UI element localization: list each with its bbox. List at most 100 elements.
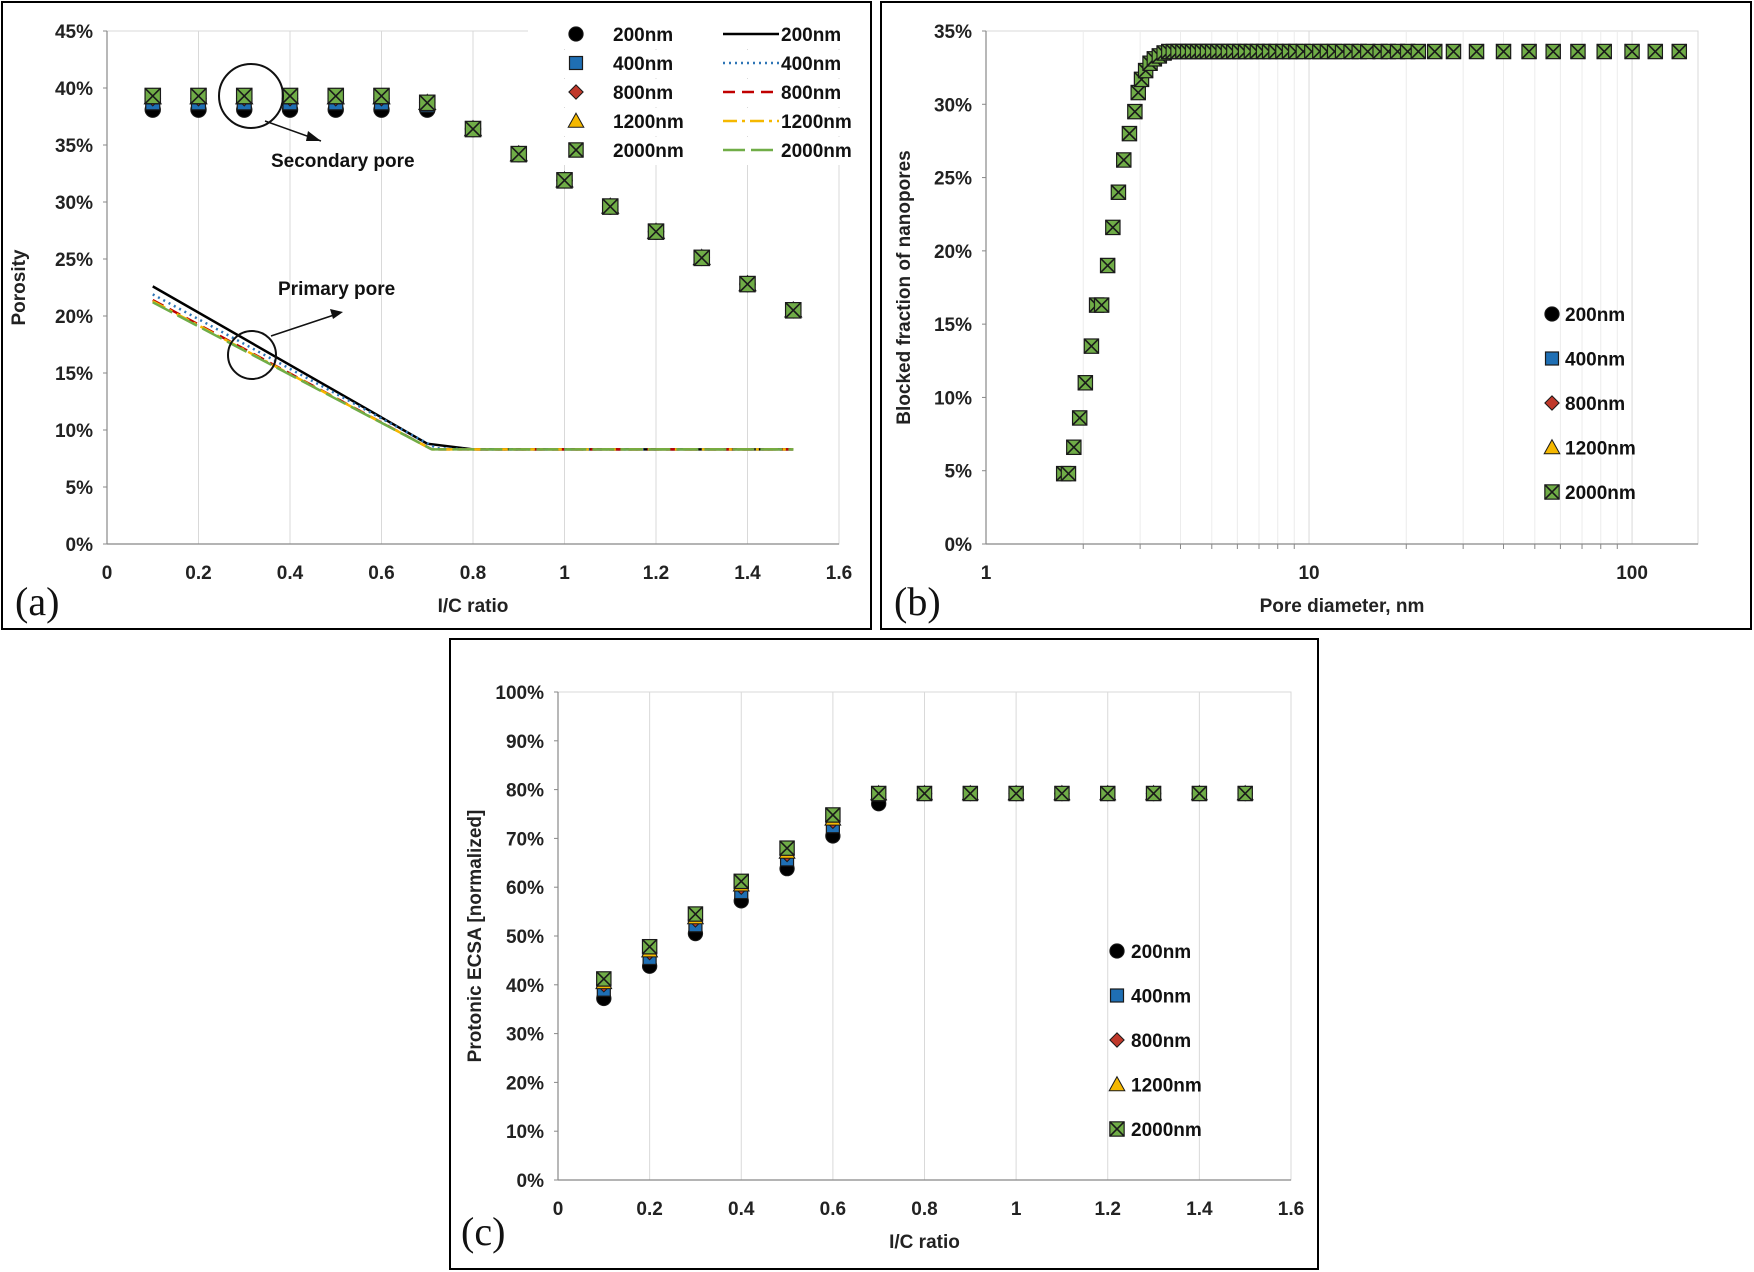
y-tick-label-20-: 20% (55, 307, 93, 328)
point-2000nm (641, 938, 658, 955)
x-tick-label-1-6: 1.6 (1278, 1199, 1304, 1220)
point-2000nm (373, 87, 390, 105)
primary-pore-arrow (270, 312, 341, 337)
y-tick-label-35-: 35% (934, 22, 972, 43)
secondary-pore-circle (218, 63, 284, 129)
point-2000nm (784, 302, 802, 319)
legend-label-200nm: 200nm (1131, 942, 1191, 963)
point-2000nm (1116, 152, 1132, 168)
point-2000nm (190, 87, 207, 105)
point-2000nm (1071, 410, 1088, 426)
line-series-2000nm (152, 301, 794, 451)
point-2000nm (1099, 785, 1116, 802)
legend-marker-2000nm (1109, 1121, 1125, 1137)
point-2000nm (1083, 338, 1100, 354)
x-tick-label-0: 0 (553, 1199, 564, 1220)
x-tick-label-100: 100 (1616, 563, 1648, 584)
legend-label-400nm: 400nm (1565, 350, 1625, 371)
point-2000nm (1647, 43, 1664, 60)
legend-label-400nm: 400nm (613, 54, 673, 75)
legend-label-200nm: 200nm (613, 25, 673, 46)
point-2000nm (281, 87, 299, 105)
secondary-pore-arrowhead (306, 131, 321, 141)
y-tick-label-15-: 15% (55, 364, 93, 385)
legend-label-800nm: 800nm (1565, 394, 1625, 415)
legend-label-2000nm: 2000nm (1131, 1120, 1202, 1141)
x-tick-label-0: 0 (102, 563, 113, 584)
x-tick-label-0-8: 0.8 (911, 1199, 937, 1220)
x-tick-label-0-2: 0.2 (185, 563, 211, 584)
legend-label-400nm: 400nm (1131, 987, 1191, 1008)
point-2000nm (327, 87, 345, 105)
point-2000nm (556, 172, 573, 189)
legend-marker-200nm (1544, 306, 1560, 322)
legend-marker-800nm (1109, 1032, 1125, 1048)
y-tick-label-10-: 10% (934, 388, 972, 409)
x-tick-label-0-4: 0.4 (728, 1199, 755, 1220)
point-2000nm (693, 249, 711, 267)
point-2000nm (418, 94, 436, 112)
legend-bg (528, 108, 858, 136)
legend: 200nm 400nm 800nm 1200nm 2000nm (1543, 305, 1636, 504)
point-2000nm (1495, 43, 1512, 60)
legend-line-label-2000nm: 2000nm (781, 141, 852, 162)
legend-marker-1200nm (1108, 1075, 1126, 1092)
secondary-pore-label: Secondary pore (271, 151, 415, 172)
point-2000nm (779, 840, 795, 856)
legend-marker-400nm (568, 55, 584, 71)
point-2000nm (1054, 785, 1070, 802)
point-2000nm (1596, 43, 1612, 60)
x-axis-title: I/C ratio (889, 1232, 960, 1253)
y-tick-label-70-: 70% (506, 829, 544, 850)
primary-pore-arrowhead (330, 309, 343, 319)
chart-b-svg: 1 10 100 0% 5% 10% 15% 20% 25% 30% 35% Pore diamete… (894, 22, 1699, 624)
point-2000nm (733, 873, 750, 890)
legend-label-1200nm: 1200nm (613, 112, 684, 133)
legend-marker-1200nm (567, 112, 585, 128)
primary-pore-label: Primary pore (278, 279, 395, 300)
point-2000nm (1077, 375, 1094, 391)
x-tick-label-1-6: 1.6 (826, 563, 852, 584)
x-tick-label-1-4: 1.4 (1186, 1199, 1213, 1220)
y-axis-title: Blocked fraction of nanopores (894, 150, 915, 424)
x-tick-label-0-2: 0.2 (636, 1199, 662, 1220)
point-2000nm (916, 785, 933, 802)
point-2000nm (144, 87, 162, 105)
y-tick-label-20-: 20% (934, 242, 972, 263)
y-tick-label-30-: 30% (934, 95, 972, 116)
legend-marker-2000nm (568, 142, 584, 158)
y-tick-label-15-: 15% (934, 315, 972, 336)
panel-label: (b) (894, 579, 941, 624)
point-2000nm (1237, 785, 1253, 802)
legend-label-1200nm: 1200nm (1131, 1076, 1202, 1097)
point-2000nm (1410, 43, 1427, 60)
y-tick-label-40-: 40% (55, 79, 93, 100)
x-tick-label-0-8: 0.8 (460, 563, 486, 584)
y-tick-label-5-: 5% (945, 462, 973, 483)
legend-label-800nm: 800nm (1131, 1031, 1191, 1052)
y-tick-label-30-: 30% (55, 193, 93, 214)
point-2000nm (1110, 184, 1127, 200)
point-2000nm (601, 198, 619, 215)
x-tick-label-1-2: 1.2 (1095, 1199, 1121, 1220)
y-tick-label-100-: 100% (495, 683, 544, 704)
line-series-800nm (152, 298, 794, 451)
legend-label-800nm: 800nm (613, 83, 673, 104)
point-2000nm (1105, 219, 1121, 236)
legend-marker-1200nm (1543, 438, 1561, 455)
x-tick-label-1: 1 (559, 563, 570, 584)
legend-line-label-400nm: 400nm (781, 54, 841, 75)
legend-label-2000nm: 2000nm (613, 141, 684, 162)
x-axis-title: Pore diameter, nm (1260, 596, 1425, 617)
point-2000nm (1521, 43, 1537, 60)
point-2000nm (1127, 103, 1143, 120)
x-tick-label-1-2: 1.2 (643, 563, 669, 584)
y-tick-label-0-: 0% (517, 1171, 545, 1192)
point-2000nm (1130, 84, 1146, 101)
point-2000nm (1624, 43, 1640, 60)
y-tick-label-30-: 30% (506, 1025, 544, 1046)
legend-line-label-200nm: 200nm (781, 25, 841, 46)
point-2000nm (687, 906, 704, 922)
legend-line-label-800nm: 800nm (781, 83, 841, 104)
legend-marker-2000nm (1544, 484, 1560, 500)
